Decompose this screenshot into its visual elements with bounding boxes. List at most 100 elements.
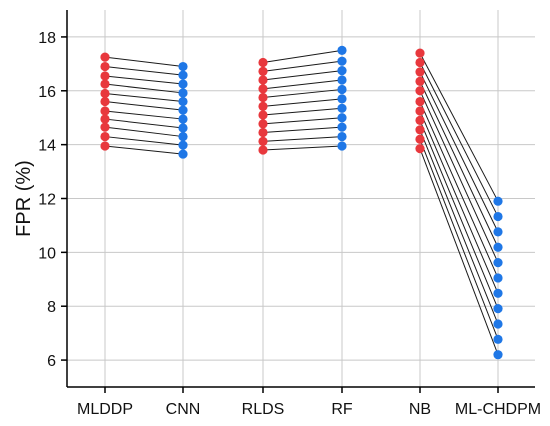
data-point-cnn [178,131,188,142]
pair-connector-line [419,62,499,217]
data-point-mlddp [100,52,110,62]
data-point-rlds [258,136,268,147]
pair-connector-line [262,88,343,99]
pair-connector-line [419,71,499,233]
data-point-cnn [178,114,188,124]
data-point-rlds [258,57,268,68]
pair-connector-line [104,101,184,111]
pair-connector-line [262,117,343,125]
data-point-ml-chdpm [493,319,503,329]
data-point-rf [337,113,347,123]
data-point-rf [337,94,347,104]
data-point-ml-chdpm [493,211,503,222]
data-point-mlddp [100,106,110,116]
pair-connector-line [419,129,499,325]
data-point-rf [337,45,347,55]
x-tick-label: ML-CHDPM [455,401,541,418]
data-point-cnn [178,105,188,115]
data-point-cnn [178,96,188,107]
data-point-cnn [178,123,188,133]
pair-connector-line [419,90,499,263]
data-point-cnn [178,70,188,80]
data-point-nb [415,96,425,107]
data-point-nb [415,48,425,58]
data-point-mlddp [100,114,110,124]
pair-connector-line [104,110,184,120]
pair-connector-line [419,52,499,202]
pair-connector-line [262,98,343,107]
pair-connector-line [262,145,343,151]
pair-connector-line [262,136,343,142]
data-point-mlddp [100,61,110,72]
axis-layer [61,10,535,393]
y-axis-title: FPR (%) [13,160,35,237]
pair-connector-line [104,56,184,68]
data-point-ml-chdpm [493,227,503,237]
data-point-rf [337,122,347,132]
data-point-cnn [178,61,188,72]
data-point-rf [337,131,347,142]
pair-connector-line [104,136,184,146]
y-tick-label: 12 [38,192,56,209]
pair-connector-line [262,49,343,64]
pair-connector-line [104,145,184,155]
y-tick-label: 10 [38,245,56,262]
data-point-rlds [258,119,268,129]
pair-connector-line [419,101,499,279]
data-point-cnn [178,149,188,159]
data-point-rf [337,75,347,85]
data-point-rf [337,84,347,95]
data-point-nb [415,86,425,96]
pair-connector-line [104,92,184,103]
data-point-nb [415,115,425,126]
data-point-ml-chdpm [493,257,503,268]
pair-connector-line [419,110,499,294]
data-point-rlds [258,101,268,112]
data-point-nb [415,106,425,116]
data-point-nb [415,57,425,68]
pair-connector-line [262,107,343,116]
data-point-nb [415,67,425,77]
data-point-rlds [258,127,268,138]
data-point-ml-chdpm [493,304,503,314]
x-tick-label: MLDDP [77,401,133,418]
pair-connector-line [104,75,184,85]
data-point-mlddp [100,96,110,107]
data-point-mlddp [100,79,110,89]
data-point-nb [415,134,425,144]
data-point-rlds [258,75,268,85]
y-tick-label: 16 [38,84,56,101]
data-point-rlds [258,84,268,94]
points-layer [100,45,503,360]
pair-connector-line [262,60,343,72]
data-point-rf [337,56,347,66]
data-point-cnn [178,88,188,98]
data-point-cnn [178,140,188,150]
data-point-nb [415,125,425,135]
data-point-rlds [258,145,268,155]
x-tick-label: RF [331,401,353,418]
data-point-rf [337,65,347,76]
data-point-cnn [178,79,188,89]
data-point-mlddp [100,88,110,99]
y-tick-label: 18 [38,30,56,47]
x-tick-label: NB [409,401,431,418]
data-point-nb [415,76,425,86]
data-point-rlds [258,92,268,103]
pair-connector-line [104,66,184,76]
y-tick-label: 14 [38,138,56,155]
pair-connector-line [104,126,184,138]
pair-connector-line [419,81,499,248]
data-point-rf [337,103,347,113]
y-tick-label: 6 [47,353,56,370]
data-point-mlddp [100,141,110,151]
data-point-nb [415,144,425,154]
labels-layer: 6 8 10 12 14 16 18 MLDDP CNN RLDS RF NB ML-CHDPM [38,30,541,418]
x-tick-label: RLDS [242,401,285,418]
data-point-rlds [258,66,268,76]
pair-connector-line [104,83,184,94]
data-point-rf [337,141,347,151]
pair-connector-line [104,118,184,129]
